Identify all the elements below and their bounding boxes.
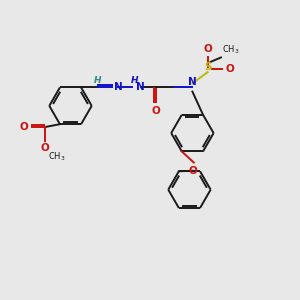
Text: O: O — [225, 64, 234, 74]
Text: CH$_3$: CH$_3$ — [222, 44, 239, 56]
Text: N: N — [188, 77, 197, 87]
Text: H: H — [130, 76, 138, 85]
Text: O: O — [188, 166, 197, 176]
Text: S: S — [204, 61, 212, 72]
Text: N: N — [114, 82, 123, 92]
Text: O: O — [40, 143, 49, 153]
Text: N: N — [136, 82, 145, 92]
Text: CH$_3$: CH$_3$ — [48, 150, 66, 163]
Text: H: H — [94, 76, 101, 85]
Text: O: O — [20, 122, 28, 132]
Text: O: O — [152, 106, 160, 116]
Text: O: O — [203, 44, 212, 55]
